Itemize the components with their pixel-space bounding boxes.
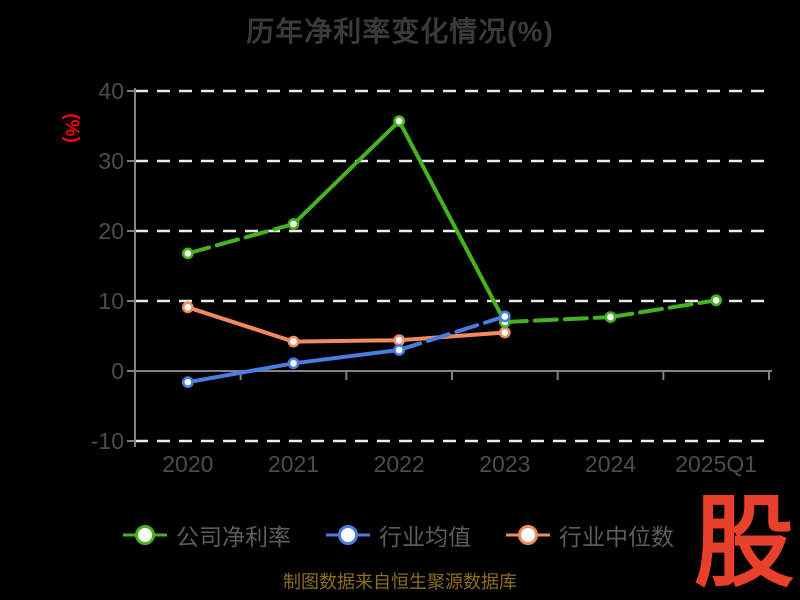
legend-label-company-net-margin: 公司净利率 [176, 524, 291, 550]
chart-title: 历年净利率变化情况(%) [246, 16, 554, 47]
x-tick-label: 2022 [373, 451, 425, 477]
x-tick-label: 2025Q1 [675, 451, 758, 477]
series-line-segment [185, 222, 296, 256]
data-point-marker [287, 357, 300, 370]
line-marker-green-icon [123, 525, 167, 545]
data-point-marker [181, 376, 194, 389]
data-point-marker [710, 294, 723, 307]
legend-item-company-net-margin[interactable]: 公司净利率 [122, 518, 291, 552]
data-point-marker [181, 247, 194, 260]
legend-label-industry-median: 行业中位数 [559, 524, 674, 550]
data-point-marker [393, 334, 406, 347]
series-line-segment [397, 119, 507, 324]
y-tick-label: 0 [111, 358, 124, 384]
data-point-marker [498, 326, 511, 339]
series-line-segment [397, 314, 507, 352]
series-line-segment [291, 338, 402, 344]
y-tick-label: 20 [98, 218, 124, 244]
stock-logo: 股 [694, 487, 794, 599]
series-line-segment [397, 330, 507, 343]
data-point-marker [287, 218, 300, 230]
data-point-marker [287, 335, 300, 348]
line-marker-blue-icon [326, 525, 370, 545]
x-tick-label: 2020 [162, 451, 214, 477]
data-point-marker [393, 344, 406, 356]
legend-item-industry-mean[interactable]: 行业均值 [325, 518, 471, 552]
series-line-segment [502, 315, 613, 324]
y-tick-label: 10 [98, 288, 124, 314]
source-note: 制图数据来自恒生聚源数据库 [283, 572, 517, 592]
series-line-segment [608, 298, 719, 320]
legend-item-industry-median[interactable]: 行业中位数 [505, 518, 674, 552]
series-line-segment [291, 348, 402, 366]
line-marker-orange-icon [506, 525, 550, 545]
series-line-segment [185, 361, 296, 385]
series-line-segment [291, 119, 402, 226]
x-tick-label: 2023 [479, 451, 531, 477]
y-tick-label: 30 [98, 148, 124, 174]
x-tick-label: 2021 [267, 451, 320, 477]
data-point-marker [604, 311, 617, 323]
data-point-marker [498, 310, 511, 323]
x-tick-label: 2024 [584, 451, 637, 477]
y-tick-label: 40 [98, 78, 124, 104]
data-point-marker [181, 301, 194, 314]
y-tick-label: -10 [90, 428, 124, 454]
legend-label-industry-mean: 行业均值 [379, 524, 471, 550]
series-line-segment [185, 305, 296, 344]
legend: 公司净利率 行业均值 行业中位数 [122, 518, 674, 552]
data-point-marker [393, 115, 406, 127]
